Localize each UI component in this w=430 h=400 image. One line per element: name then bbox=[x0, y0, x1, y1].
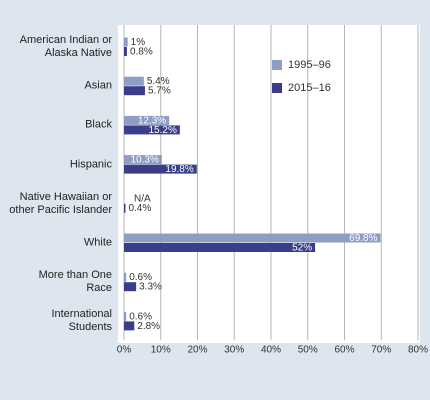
category-label: White bbox=[83, 236, 112, 249]
value-label: 69.8% bbox=[349, 233, 377, 244]
value-label: 5.7% bbox=[148, 86, 171, 97]
legend-swatch bbox=[272, 60, 282, 70]
category-label: Asian bbox=[84, 79, 112, 92]
value-label: 1% bbox=[131, 37, 146, 48]
value-label: 52% bbox=[292, 242, 312, 253]
bar bbox=[124, 125, 180, 135]
category-label: Native Hawaiian or other Pacific Islande… bbox=[9, 190, 112, 216]
bar bbox=[124, 311, 127, 321]
category-label: Black bbox=[85, 118, 112, 131]
bar bbox=[124, 243, 316, 252]
x-tick-label: 70% bbox=[371, 345, 391, 356]
category-label: More than One Race bbox=[38, 269, 112, 295]
bar bbox=[124, 47, 127, 56]
value-label: N/A bbox=[134, 194, 151, 205]
value-label: 3.3% bbox=[139, 282, 162, 293]
x-tick-label: 50% bbox=[298, 345, 318, 356]
value-label: 19.8% bbox=[165, 164, 193, 175]
category-label: Hispanic bbox=[69, 158, 112, 171]
category-label: American Indian or Alaska Native bbox=[19, 34, 112, 59]
bar bbox=[124, 115, 170, 125]
bar bbox=[124, 272, 127, 282]
value-label: 5.4% bbox=[147, 76, 170, 87]
x-tick-label: 0% bbox=[117, 345, 132, 356]
x-tick-label: 20% bbox=[187, 345, 207, 356]
value-label: 2.8% bbox=[137, 321, 160, 332]
bar bbox=[124, 86, 145, 96]
legend-swatch bbox=[272, 83, 282, 93]
value-label: 0.8% bbox=[130, 46, 153, 57]
bar bbox=[124, 282, 137, 292]
value-label: 0.6% bbox=[129, 311, 152, 322]
x-tick-label: 60% bbox=[334, 345, 354, 356]
x-tick-label: 10% bbox=[151, 345, 171, 356]
plot-area bbox=[118, 25, 420, 343]
x-tick-label: 40% bbox=[261, 345, 281, 356]
x-tick-label: 30% bbox=[224, 345, 244, 356]
value-label: 0.4% bbox=[128, 203, 151, 214]
legend-label: 1995–96 bbox=[288, 59, 331, 71]
category-label: International Students bbox=[51, 308, 112, 334]
bar bbox=[124, 164, 197, 174]
bar bbox=[124, 203, 126, 213]
x-tick-label: 80% bbox=[408, 345, 428, 356]
value-label: 0.6% bbox=[129, 272, 152, 283]
value-label: 12.3% bbox=[138, 115, 166, 126]
bar bbox=[124, 321, 135, 331]
value-label: 15.2% bbox=[149, 125, 177, 136]
value-label: 10.3% bbox=[130, 154, 158, 165]
bar bbox=[124, 37, 128, 47]
bar bbox=[124, 155, 162, 165]
legend-label: 2015–16 bbox=[288, 82, 331, 94]
bar bbox=[124, 233, 381, 243]
bar bbox=[124, 76, 144, 86]
